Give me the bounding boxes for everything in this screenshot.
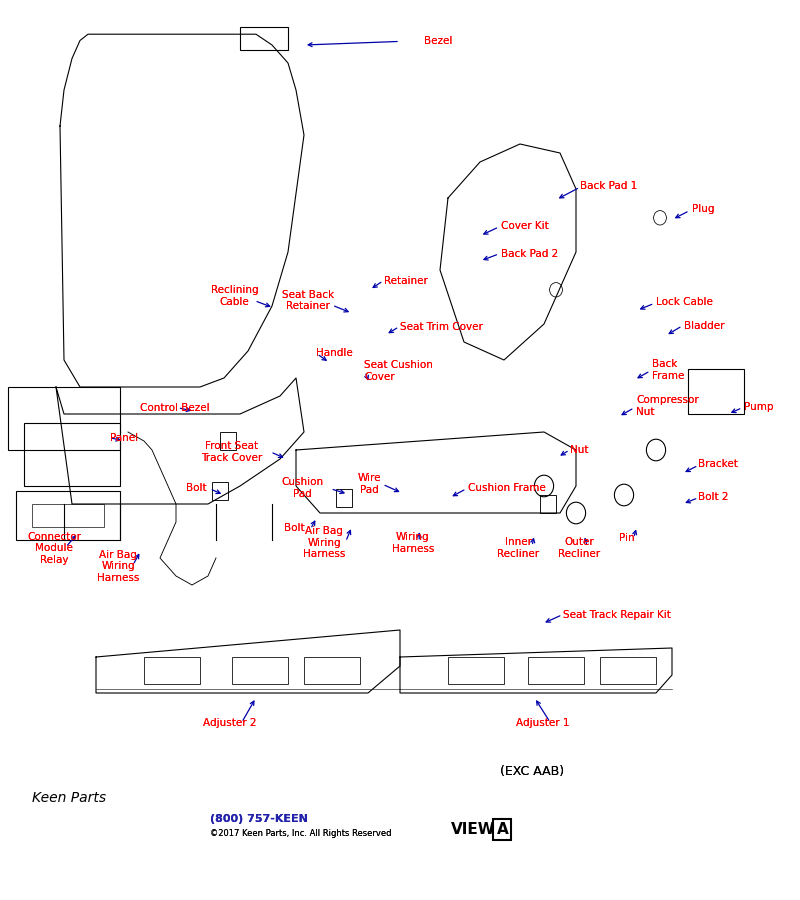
Text: Keen Parts: Keen Parts: [32, 791, 106, 806]
Text: Cover Kit: Cover Kit: [501, 220, 549, 231]
Text: Back Pad 2: Back Pad 2: [501, 248, 558, 259]
Text: Wiring
Harness: Wiring Harness: [392, 532, 434, 554]
Text: Connector
Module
Relay: Connector Module Relay: [27, 532, 82, 564]
Text: Bolt: Bolt: [284, 523, 305, 534]
Bar: [540, 495, 556, 513]
Text: Pump: Pump: [744, 401, 774, 412]
Text: Plug: Plug: [692, 203, 714, 214]
Bar: [8, 387, 120, 450]
Text: Cushion Frame: Cushion Frame: [468, 482, 546, 493]
Text: ©2017 Keen Parts, Inc. All Rights Reserved: ©2017 Keen Parts, Inc. All Rights Reserv…: [210, 829, 391, 838]
Text: Cushion
Pad: Cushion Pad: [282, 477, 323, 499]
Text: Compressor
Nut: Compressor Nut: [636, 395, 698, 417]
Bar: [232, 657, 288, 684]
Bar: [240, 27, 288, 50]
Bar: [212, 482, 228, 500]
Text: A: A: [497, 823, 508, 837]
Text: Seat Cushion
Cover: Seat Cushion Cover: [364, 360, 433, 382]
Text: Seat Back
Retainer: Seat Back Retainer: [282, 290, 334, 311]
Text: Air Bag
Wiring
Harness: Air Bag Wiring Harness: [98, 550, 139, 582]
Bar: [528, 657, 584, 684]
Text: Handle: Handle: [316, 347, 353, 358]
Text: Seat Back
Retainer: Seat Back Retainer: [282, 290, 334, 311]
Text: Nut: Nut: [570, 445, 589, 455]
Text: Plug: Plug: [692, 203, 714, 214]
Bar: [688, 369, 744, 414]
Bar: [304, 657, 360, 684]
Text: (800) 757-KEEN: (800) 757-KEEN: [210, 814, 307, 824]
Text: Bolt: Bolt: [186, 482, 206, 493]
Text: Front Seat
Track Cover: Front Seat Track Cover: [202, 441, 262, 463]
Text: Bezel: Bezel: [424, 35, 452, 46]
Text: Bolt: Bolt: [186, 482, 206, 493]
Bar: [448, 657, 504, 684]
Text: Pump: Pump: [744, 401, 774, 412]
Text: Bracket: Bracket: [698, 459, 738, 470]
Text: Pin: Pin: [618, 533, 634, 544]
Text: (800) 757-KEEN: (800) 757-KEEN: [210, 814, 307, 824]
Text: Adjuster 1: Adjuster 1: [516, 717, 569, 728]
Text: Nut: Nut: [570, 445, 589, 455]
Text: Pin: Pin: [618, 533, 634, 544]
Text: Outer
Recliner: Outer Recliner: [558, 537, 600, 559]
Text: Lock Cable: Lock Cable: [656, 297, 713, 308]
Text: Seat Cushion
Cover: Seat Cushion Cover: [364, 360, 433, 382]
Text: Lock Cable: Lock Cable: [656, 297, 713, 308]
Text: Back Pad 1: Back Pad 1: [580, 181, 638, 192]
Text: (EXC AAB): (EXC AAB): [500, 765, 564, 778]
Text: Cover Kit: Cover Kit: [501, 220, 549, 231]
Text: Seat Trim Cover: Seat Trim Cover: [400, 321, 483, 332]
Text: Bolt 2: Bolt 2: [698, 491, 729, 502]
Text: Control Bezel: Control Bezel: [140, 402, 210, 413]
Text: Panel: Panel: [110, 433, 138, 444]
Text: Compressor
Nut: Compressor Nut: [636, 395, 698, 417]
Text: VIEW: VIEW: [451, 823, 496, 837]
Bar: [16, 491, 120, 540]
Text: Retainer: Retainer: [384, 275, 428, 286]
Text: Reclining
Cable: Reclining Cable: [210, 285, 258, 307]
Text: Adjuster 2: Adjuster 2: [203, 717, 256, 728]
Text: Adjuster 1: Adjuster 1: [516, 717, 569, 728]
Text: Bracket: Bracket: [698, 459, 738, 470]
Text: Adjuster 2: Adjuster 2: [203, 717, 256, 728]
Bar: [220, 432, 236, 450]
Text: Cushion
Pad: Cushion Pad: [282, 477, 323, 499]
Text: Seat Trim Cover: Seat Trim Cover: [400, 321, 483, 332]
Text: Handle: Handle: [316, 347, 353, 358]
Text: Air Bag
Wiring
Harness: Air Bag Wiring Harness: [303, 526, 345, 559]
Bar: [24, 423, 120, 486]
Bar: [336, 489, 352, 507]
Text: Control Bezel: Control Bezel: [140, 402, 210, 413]
Text: Wire
Pad: Wire Pad: [358, 473, 382, 495]
Text: Panel: Panel: [110, 433, 138, 444]
Text: Back
Frame: Back Frame: [652, 359, 684, 381]
Text: Seat Track Repair Kit: Seat Track Repair Kit: [563, 609, 671, 620]
Text: Bladder: Bladder: [684, 320, 725, 331]
Bar: [32, 504, 104, 526]
Text: Inner
Recliner: Inner Recliner: [498, 537, 539, 559]
Text: Wire
Pad: Wire Pad: [358, 473, 382, 495]
Text: Back Pad 1: Back Pad 1: [580, 181, 638, 192]
Bar: [600, 657, 656, 684]
Text: Outer
Recliner: Outer Recliner: [558, 537, 600, 559]
Text: ©2017 Keen Parts, Inc. All Rights Reserved: ©2017 Keen Parts, Inc. All Rights Reserv…: [210, 829, 391, 838]
Text: Retainer: Retainer: [384, 275, 428, 286]
Text: Bolt: Bolt: [284, 523, 305, 534]
Text: Seat Track Repair Kit: Seat Track Repair Kit: [563, 609, 671, 620]
Text: Bezel: Bezel: [424, 35, 452, 46]
Text: Bolt 2: Bolt 2: [698, 491, 729, 502]
Text: Front Seat
Track Cover: Front Seat Track Cover: [202, 441, 262, 463]
Text: Connector
Module
Relay: Connector Module Relay: [27, 532, 82, 564]
Text: Bladder: Bladder: [684, 320, 725, 331]
Text: Reclining
Cable: Reclining Cable: [210, 285, 258, 307]
Text: Air Bag
Wiring
Harness: Air Bag Wiring Harness: [303, 526, 345, 559]
Text: (EXC AAB): (EXC AAB): [500, 765, 564, 778]
Text: Air Bag
Wiring
Harness: Air Bag Wiring Harness: [98, 550, 139, 582]
Bar: [144, 657, 200, 684]
Text: Back Pad 2: Back Pad 2: [501, 248, 558, 259]
Text: Cushion Frame: Cushion Frame: [468, 482, 546, 493]
Text: Back
Frame: Back Frame: [652, 359, 684, 381]
Text: Inner
Recliner: Inner Recliner: [498, 537, 539, 559]
Text: Wiring
Harness: Wiring Harness: [392, 532, 434, 554]
